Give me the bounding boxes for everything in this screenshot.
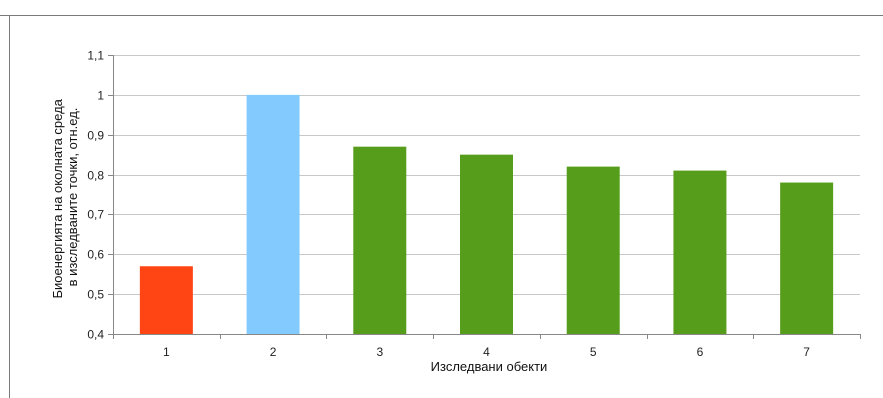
bar-4 bbox=[460, 154, 513, 334]
x-tick-label: 4 bbox=[483, 345, 490, 359]
y-tick-labels: 0,4 0,5 0,6 0,7 0,8 0,9 1 1,1 bbox=[87, 49, 104, 342]
y-tick-label: 0,5 bbox=[87, 288, 104, 302]
bar-3 bbox=[353, 146, 407, 334]
bar-6 bbox=[673, 170, 727, 334]
x-tick-labels: 1 2 3 4 5 6 7 bbox=[163, 345, 810, 359]
y-tick-label: 1,1 bbox=[87, 49, 104, 63]
x-tick-label: 7 bbox=[803, 345, 810, 359]
x-tick-label: 3 bbox=[376, 345, 383, 359]
x-tick-label: 1 bbox=[163, 345, 170, 359]
x-tick-label: 5 bbox=[590, 345, 597, 359]
y-tick-label: 0,4 bbox=[87, 328, 104, 342]
y-tick-label: 0,7 bbox=[87, 208, 104, 222]
axes bbox=[113, 55, 861, 339]
bar-5 bbox=[566, 166, 620, 334]
y-axis-title: Биоенергията на околната среда в изследв… bbox=[50, 95, 80, 298]
y-tick-label: 1 bbox=[97, 89, 104, 103]
bars bbox=[139, 94, 834, 334]
y-axis-title-line-1: Биоенергията на околната среда bbox=[50, 98, 65, 298]
x-tick-label: 6 bbox=[697, 345, 704, 359]
x-axis-title: Изследвани обекти bbox=[431, 359, 548, 374]
bar-7 bbox=[780, 182, 834, 334]
y-axis-title-line-2: в изследваните точки, отн.ед. bbox=[65, 108, 80, 287]
bar-2 bbox=[246, 94, 300, 334]
y-tick-label: 0,8 bbox=[87, 169, 104, 183]
y-tick-label: 0,9 bbox=[87, 129, 104, 143]
x-tick-label: 2 bbox=[270, 345, 277, 359]
y-tick-label: 0,6 bbox=[87, 248, 104, 262]
bar-1 bbox=[139, 266, 193, 334]
